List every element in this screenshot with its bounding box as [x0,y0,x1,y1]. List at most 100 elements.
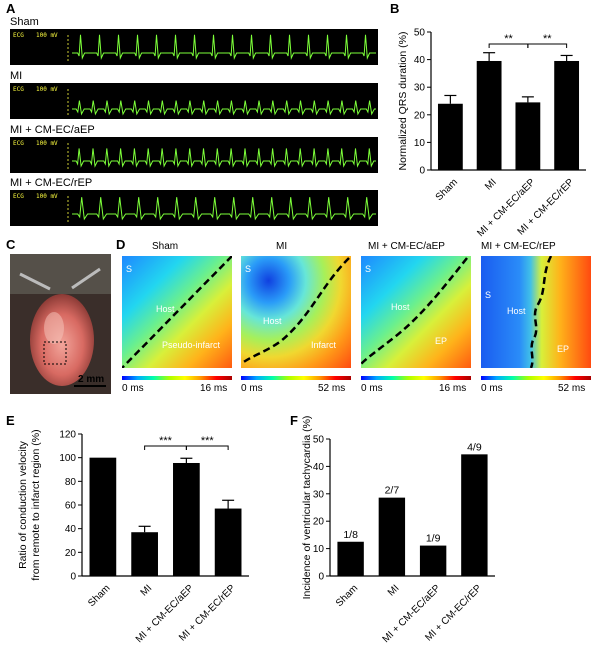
y-tick-label: 40 [65,524,77,535]
bar [337,541,364,576]
map-label-host: Host [391,302,410,312]
colorbar-min-rep: 0 ms [481,383,503,394]
colorbar-max-aep: 16 ms [439,383,467,394]
colorbar-min-sham: 0 ms [122,383,144,394]
colorbar-min-mi: 0 ms [241,383,263,394]
colorbar-sham [122,376,232,380]
ecg-trace-mi [67,89,376,116]
panel-letter-d: D [116,237,126,252]
ecg-strip-title-aep: MI + CM-EC/aEP [10,124,95,136]
y-tick-label: 0 [318,572,324,583]
x-tick-label: Sham [86,583,112,609]
x-tick-label: Sham [334,583,360,609]
map-label-s: S [245,264,252,274]
map-label-region: EP [557,344,570,354]
map-label-s: S [485,290,492,300]
ecg-strip-title-sham: Sham [10,16,39,28]
data-label: 4/9 [467,441,482,453]
colorbar-rep [481,376,591,380]
x-tick-label: Sham [434,177,460,203]
ecg-scale: 100 mV [36,86,58,93]
y-axis-label: Normalized QRS duration (%) [397,32,409,171]
ecg-scale: 100 mV [36,140,58,147]
activation-map-aep: S Host EP [361,256,471,368]
ecg-trace-aep [67,143,376,169]
y-tick-label: 10 [313,544,325,555]
ecg-label: ECG [13,32,24,39]
ecg-label: ECG [13,193,24,200]
y-tick-label: 0 [70,572,76,583]
map-title-sham: Sham [152,241,179,252]
heart-photo: 2 mm [10,254,111,394]
y-tick-label: 20 [65,548,77,559]
significance-label: ** [504,33,513,45]
map-label-region: Pseudo-infarct [162,340,221,350]
map-label-s: S [365,264,372,274]
map-label-host: Host [507,306,526,316]
bar [378,497,406,576]
significance-label: *** [159,435,173,447]
map-label-host: Host [156,304,175,314]
y-tick-label: 50 [414,28,426,39]
y-tick-label: 40 [313,462,325,473]
heart-image [10,254,111,394]
y-axis-label: from remote to infarct region (%) [30,429,42,580]
y-axis-label: Incidence of ventricular tachycardia (%) [301,416,313,600]
ecg-strip-rep: ECG 100 mV [10,190,378,226]
panel-letter-b: B [390,1,400,16]
map-title-aep: MI + CM-EC/aEP [368,241,445,252]
x-tick-label: MI [386,583,402,599]
bar [131,532,158,576]
y-tick-label: 0 [419,166,425,177]
significance-bracket [185,445,229,450]
y-tick-label: 30 [313,489,325,500]
ecg-scale: 100 mV [36,32,58,39]
map-label-region: Infarct [311,340,337,350]
bar [554,60,580,171]
data-label: 2/7 [385,485,400,497]
panel-letter-a: A [6,1,16,16]
y-tick-label: 100 [59,453,76,464]
ecg-waveform [72,197,376,221]
ecg-waveform [72,148,376,168]
ecg-strip-title-mi: MI [10,70,23,82]
bar [419,545,447,576]
bar [173,462,200,576]
bar [515,102,541,170]
significance-label: ** [543,33,552,45]
ecg-trace-rep [67,196,376,222]
y-axis-label: Ratio of conduction velocity [17,440,29,569]
y-tick-label: 20 [414,110,426,121]
significance-bracket [527,43,568,48]
bar [461,454,488,576]
y-tick-label: 10 [414,138,426,149]
y-tick-label: 80 [65,477,77,488]
colorbar-max-rep: 52 ms [558,383,586,394]
ecg-strip-aep: ECG 100 mV [10,137,378,173]
y-tick-label: 30 [414,83,426,94]
colorbar-max-sham: 16 ms [200,383,228,394]
map-label-region: EP [435,336,448,346]
x-tick-label: MI [483,177,499,193]
map-title-mi: MI [276,241,288,252]
ecg-strip-mi: ECG 100 mV [10,83,378,119]
activation-map-sham: S Host Pseudo-infarct [122,256,232,368]
ecg-label: ECG [13,140,24,147]
y-tick-label: 60 [65,501,77,512]
map-title-rep: MI + CM-EC/rEP [481,241,556,252]
ecg-waveform [72,100,376,116]
bar [214,508,242,576]
panel-letter-c: C [6,237,16,252]
y-tick-label: 40 [414,55,426,66]
data-label: 1/9 [426,533,441,545]
activation-map-mi: S Host Infarct [241,256,351,368]
map-label-s: S [126,264,133,274]
panel-letter-f: F [290,413,298,428]
colorbar-min-aep: 0 ms [361,383,383,394]
ecg-strip-sham: ECG 100 mV [10,29,378,65]
colorbar-aep [361,376,471,380]
map-label-host: Host [263,316,282,326]
